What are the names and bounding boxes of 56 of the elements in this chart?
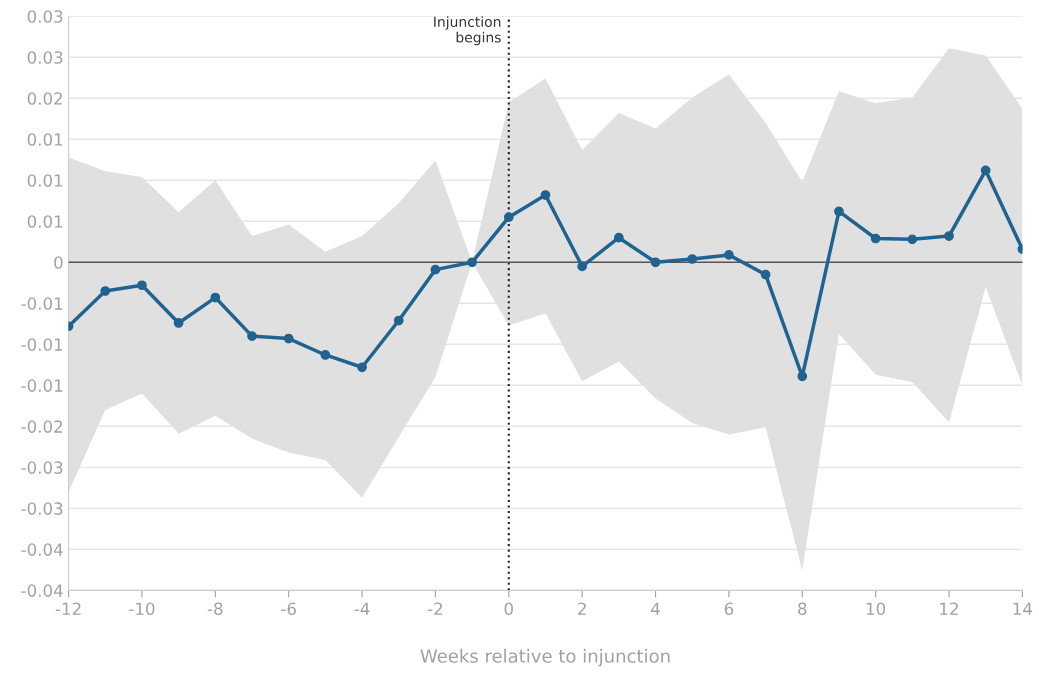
y-tick-label: -0.04 [21,584,63,597]
x-tick-label: 10 [866,602,886,616]
x-tick-label: -8 [207,602,223,616]
point [320,350,331,360]
x-tick-label: 14 [1013,602,1033,615]
point [577,261,588,272]
y-tick-label: -0.01 [21,338,63,351]
y-tick-label: 0.02 [27,92,63,105]
point [100,286,111,296]
point [613,232,624,243]
x-tick-label: -2 [427,602,443,615]
point [834,206,844,217]
x-tick-label: 4 [651,602,660,615]
x-tick-label: 6 [724,602,734,616]
point [247,331,257,341]
point [283,333,294,344]
x-tick-label: -6 [281,602,296,616]
x-tick-label: -12 [55,602,81,615]
point [393,315,404,326]
y-tick-label: 0.01 [27,215,63,228]
point [797,371,808,382]
y-tick-label: -0.03 [21,461,63,474]
point [137,280,147,291]
x-tick-label: 0 [504,602,513,616]
y-tick-label: 0.03 [27,51,63,64]
x-tick-label: -4 [354,602,370,615]
point [944,231,954,241]
y-tick-label: 0.01 [27,174,63,187]
y-tick-label: -0.01 [21,379,63,392]
y-tick-label: -0.03 [21,502,63,515]
point [540,190,551,200]
point [687,254,698,264]
y-tick-label: -0.04 [21,543,63,556]
y-tick-label: 0.03 [27,10,63,23]
x-tick-label: 2 [578,602,586,615]
x-tick-label: -10 [129,602,155,616]
x-axis-title: Weeks relative to injunction [420,648,670,667]
point [467,257,477,268]
point [760,269,771,280]
x-tick-label: 12 [940,602,958,615]
point [430,264,441,275]
point [870,233,881,244]
point [210,292,221,303]
point [907,234,918,245]
y-tick-label: -0.01 [21,297,63,310]
point [724,250,734,260]
point [650,257,661,268]
y-tick-label: 0.01 [27,133,63,146]
point [357,362,367,373]
point [980,165,991,176]
ref-line-label: Injunction begins [434,16,501,46]
x-tick-label: 8 [798,602,807,616]
y-tick-label: -0.02 [21,420,63,433]
point [173,318,184,328]
y-tick-label: 0 [54,256,63,269]
point [503,212,514,223]
